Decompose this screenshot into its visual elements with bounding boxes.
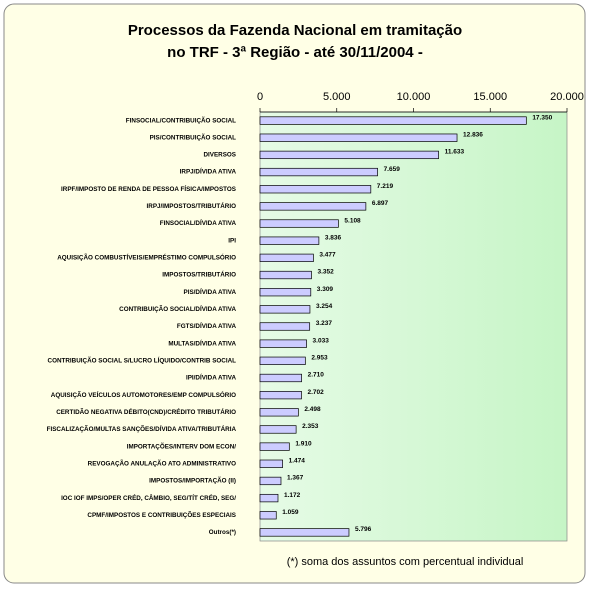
bar [259, 322, 311, 331]
y-tick-label: MULTAS/DÍVIDA ATIVA [168, 338, 236, 347]
value-label: 1.910 [295, 440, 312, 447]
bar [259, 133, 458, 142]
y-tick-label: CONTRIBUIÇÃO SOCIAL S/LUCRO LÍQUIDO/CONT… [48, 355, 237, 364]
bar [259, 270, 312, 280]
bar [259, 219, 339, 228]
bar [259, 185, 372, 194]
plot-area [259, 111, 568, 542]
bar [259, 167, 378, 177]
bar [259, 236, 320, 245]
y-tick-label: CPMF/IMPOSTOS E CONTRIBUIÇÕES ESPECIAIS [87, 510, 236, 519]
y-tick-label: PIS/DÍVIDA ATIVA [184, 287, 237, 296]
value-label: 5.108 [344, 217, 361, 224]
y-tick-label: IMPOSTOS/IMPORTAÇÃO (II) [149, 476, 236, 485]
chart-title: no TRF - 3ª Região - até 30/11/2004 - [167, 44, 423, 61]
y-tick-label: AQUISIÇÃO VEÍCULOS AUTOMOTORES/EMP COMPU… [51, 390, 236, 399]
value-label: 2.702 [307, 389, 324, 396]
value-label: 2.710 [308, 372, 325, 379]
value-label: 1.367 [287, 475, 304, 482]
y-tick-label: IMPORTAÇÕES/INTERV DOM ECON/ [127, 441, 237, 450]
bar [259, 253, 314, 262]
value-label: 1.059 [282, 509, 299, 516]
footnote: (*) soma dos assuntos com percentual ind… [287, 556, 524, 568]
y-tick-label: FGTS/DÍVIDA ATIVA [177, 321, 237, 330]
bar [259, 442, 290, 451]
y-tick-label: REVOGAÇÃO ANULAÇÃO ATO ADMINISTRATIVO [88, 458, 236, 467]
bar [259, 339, 307, 348]
bar [259, 116, 527, 125]
x-tick-label: 0 [257, 91, 263, 103]
value-label: 2.953 [311, 355, 328, 362]
value-label: 3.352 [317, 269, 334, 276]
bar [259, 528, 350, 537]
value-label: 2.353 [302, 423, 319, 430]
value-label: 3.309 [317, 286, 334, 293]
bar [259, 459, 283, 468]
value-label: 12.836 [463, 131, 483, 138]
value-label: 2.498 [304, 406, 321, 413]
bar [259, 476, 282, 486]
value-label: 5.796 [355, 526, 372, 533]
y-tick-label: IMPOSTOS/TRIBUTÁRIO [162, 270, 236, 279]
y-tick-label: PIS/CONTRIBUIÇÃO SOCIAL [150, 132, 237, 141]
bar [259, 373, 302, 383]
y-tick-label: DIVERSOS [203, 152, 236, 159]
chart-title: Processos da Fazenda Nacional em tramita… [128, 22, 462, 39]
y-tick-label: IPI [228, 237, 236, 244]
bar [259, 288, 312, 297]
bar [259, 356, 306, 365]
value-label: 3.254 [316, 303, 333, 310]
bar [259, 391, 302, 400]
y-tick-label: IOC IOF IMPS/OPER CRÉD, CÂMBIO, SEG/TÍT … [61, 493, 236, 502]
y-tick-label: FINSOCIAL/DÍVIDA ATIVA [160, 218, 237, 227]
x-tick-label: 10.000 [397, 91, 431, 103]
y-tick-label: IRPJ/DÍVIDA ATIVA [180, 167, 237, 176]
y-tick-label: FINSOCIAL/CONTRIBUIÇÃO SOCIAL [126, 115, 236, 124]
value-label: 3.033 [313, 337, 330, 344]
bar [259, 493, 279, 503]
bar [259, 408, 299, 417]
bar [259, 202, 367, 211]
y-tick-label: IRPJ/IMPOSTOS/TRIBUTÁRIO [147, 201, 237, 210]
y-tick-label: CERTIDÃO NEGATIVA DÉBITO(CND)/CRÉDITO TR… [56, 407, 236, 416]
value-label: 1.172 [284, 492, 301, 499]
x-tick-label: 5.000 [323, 91, 351, 103]
bar [259, 425, 297, 434]
value-label: 6.897 [372, 200, 389, 207]
value-label: 3.836 [325, 234, 342, 241]
y-tick-label: IPI/DÍVIDA ATIVA [186, 373, 236, 382]
y-tick-label: Outros(*) [209, 529, 236, 536]
y-tick-label: IRPF/IMPOSTO DE RENDA DE PESSOA FÍSICA/I… [61, 184, 236, 193]
y-tick-label: AQUISIÇÃO COMBUSTÍVEIS/EMPRÉSTIMO COMPUL… [57, 253, 236, 262]
value-label: 7.659 [384, 166, 401, 173]
bar [259, 305, 311, 314]
value-label: 3.477 [319, 252, 336, 259]
x-tick-label: 20.000 [550, 91, 584, 103]
value-label: 7.219 [377, 183, 394, 190]
bar [259, 511, 277, 520]
y-tick-label: FISCALIZAÇÃO/MULTAS SANÇÕES/DÍVIDA ATIVA… [47, 424, 237, 433]
value-label: 3.237 [316, 320, 333, 327]
bar [259, 150, 439, 160]
value-label: 17.350 [532, 114, 552, 121]
value-label: 1.474 [289, 457, 306, 464]
value-label: 11.633 [445, 149, 465, 156]
x-tick-label: 15.000 [473, 91, 507, 103]
y-tick-label: CONTRIBUIÇÃO SOCIAL/DÍVIDA ATIVA [119, 304, 236, 313]
